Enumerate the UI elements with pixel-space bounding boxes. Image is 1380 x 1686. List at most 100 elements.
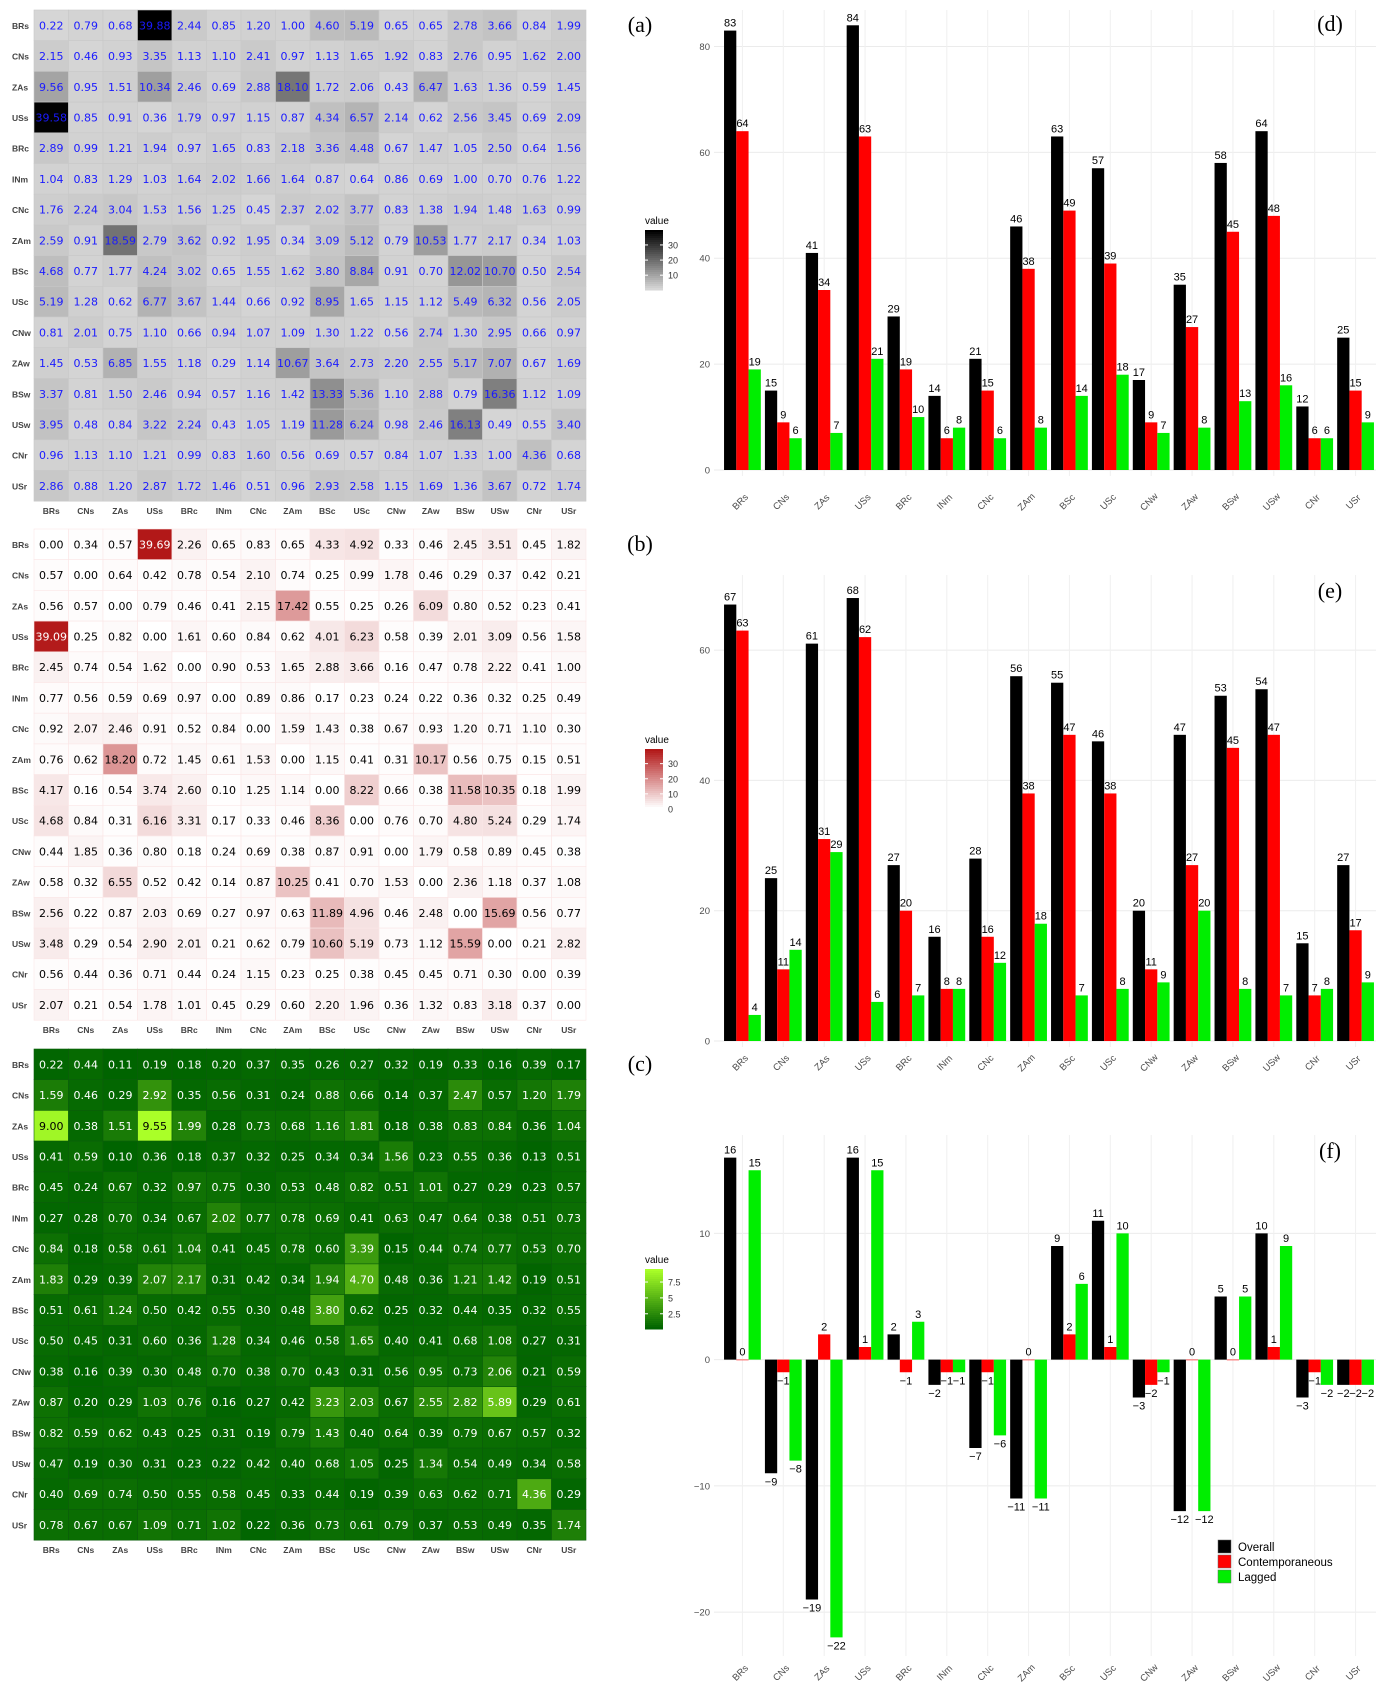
heatmap-cell	[551, 1294, 587, 1326]
heatmap-value: 1.42	[488, 1273, 513, 1286]
bar-value-label: 38	[1022, 256, 1034, 268]
bar-overall	[1051, 136, 1064, 470]
heatmap-cell	[171, 989, 207, 1021]
column-label: USc	[353, 506, 370, 516]
legend-gradient-step	[645, 1315, 663, 1318]
heatmap-cell	[551, 316, 587, 349]
heatmap-value: 0.75	[108, 326, 133, 339]
heatmap-cell	[482, 224, 518, 256]
heatmap-value: 3.62	[177, 234, 202, 247]
heatmap-cell	[206, 316, 242, 349]
heatmap-value: 0.44	[74, 1058, 99, 1071]
heatmap-value: 5.19	[39, 296, 64, 309]
heatmap-value: 1.07	[246, 326, 271, 339]
bar-lagged	[789, 438, 802, 470]
heatmap-value: 0.21	[522, 937, 547, 950]
bar-value-label: 45	[1227, 219, 1239, 231]
heatmap-value: 0.91	[384, 265, 409, 278]
column-label: ZAm	[283, 1025, 302, 1035]
heatmap-cell	[344, 927, 380, 960]
heatmap-cell	[171, 1417, 207, 1449]
heatmap-cell	[551, 71, 587, 103]
heatmap-cell	[137, 712, 173, 745]
bar-lagged	[748, 369, 761, 470]
heatmap-value: 0.59	[74, 1427, 99, 1440]
heatmap-value: 0.69	[315, 1212, 340, 1225]
legend-tick-label: 30	[668, 759, 678, 769]
heatmap-value: 0.42	[143, 569, 168, 582]
heatmap-cell	[33, 590, 69, 622]
legend-gradient-step	[645, 1275, 663, 1278]
heatmap-value: 6.85	[108, 357, 133, 370]
heatmap-cell	[309, 620, 345, 653]
heatmap-value: 0.35	[522, 1519, 547, 1532]
heatmap-cell	[206, 620, 242, 653]
x-tick-label: ZAs	[813, 492, 833, 512]
heatmap-value: 0.41	[212, 600, 237, 613]
heatmap-value: 0.23	[177, 1457, 202, 1470]
heatmap-cell	[516, 590, 552, 622]
heatmap-value: 0.29	[108, 1396, 133, 1409]
legend-swatch	[1217, 1569, 1232, 1584]
heatmap-value: 1.59	[39, 1089, 64, 1102]
heatmap-value: 0.24	[74, 1181, 99, 1194]
heatmap-cell	[551, 439, 587, 471]
heatmap-value: 0.92	[39, 723, 64, 736]
heatmap-cell	[413, 1079, 449, 1111]
legend-gradient-step	[645, 1289, 663, 1292]
heatmap-cell	[206, 163, 242, 195]
x-tick-label: BRs	[730, 1663, 751, 1684]
heatmap-cell	[171, 712, 207, 745]
heatmap-value: 0.34	[281, 1273, 306, 1286]
heatmap-cell	[551, 1447, 587, 1480]
heatmap-value: 0.42	[177, 1304, 202, 1317]
heatmap-cell	[378, 1263, 414, 1295]
column-label: CNs	[77, 1545, 94, 1555]
heatmap-cell	[206, 682, 242, 714]
heatmap-value: 1.69	[419, 480, 444, 493]
heatmap-cell	[102, 1325, 138, 1357]
heatmap-value: 1.14	[246, 357, 271, 370]
heatmap-value: 0.43	[315, 1365, 340, 1378]
heatmap-cell	[551, 40, 587, 72]
legend-gradient-step	[645, 1311, 663, 1314]
heatmap-value: 1.07	[419, 449, 444, 462]
heatmap-cell	[137, 528, 173, 561]
heatmap-value: 0.52	[177, 723, 202, 736]
heatmap-cell	[137, 408, 173, 441]
bar-overall	[887, 316, 900, 470]
heatmap-cell	[482, 132, 518, 164]
heatmap-cell	[275, 774, 311, 806]
heatmap-value: 1.03	[143, 1396, 168, 1409]
bar-contemporaneous	[736, 131, 749, 471]
heatmap-value: 2.17	[177, 1273, 202, 1286]
heatmap-cell	[171, 255, 207, 287]
heatmap-cell	[413, 590, 449, 622]
heatmap-value: 4.34	[315, 111, 340, 124]
bar-contemporaneous	[940, 1359, 953, 1373]
column-label: BRc	[181, 1545, 198, 1555]
bar-value-label: 10	[1255, 1220, 1267, 1232]
legend-tick-label: 10	[668, 789, 678, 799]
legend-gradient-step	[645, 1321, 663, 1324]
heatmap-value: 0.97	[557, 326, 582, 339]
bar-overall	[1091, 168, 1105, 470]
heatmap-value: 2.54	[557, 265, 582, 278]
heatmap-value: 0.74	[74, 661, 99, 674]
heatmap-cell	[275, 958, 311, 990]
heatmap-value: 2.50	[488, 142, 513, 155]
bar-value-label: 67	[724, 592, 736, 604]
heatmap-cell	[482, 101, 518, 134]
heatmap-value: 3.67	[488, 480, 513, 493]
heatmap-cell	[378, 1509, 414, 1541]
heatmap-cell	[378, 1386, 414, 1418]
heatmap-value: 0.87	[315, 845, 340, 858]
heatmap-cell	[344, 1048, 380, 1081]
bar-value-label: −2	[1321, 1388, 1334, 1400]
heatmap-cell	[102, 347, 138, 379]
heatmap-value: 0.41	[315, 876, 340, 889]
heatmap-value: 0.35	[281, 1058, 306, 1071]
heatmap-cell	[206, 285, 242, 318]
heatmap-value: 0.68	[281, 1120, 306, 1133]
heatmap-cell	[137, 1509, 173, 1541]
